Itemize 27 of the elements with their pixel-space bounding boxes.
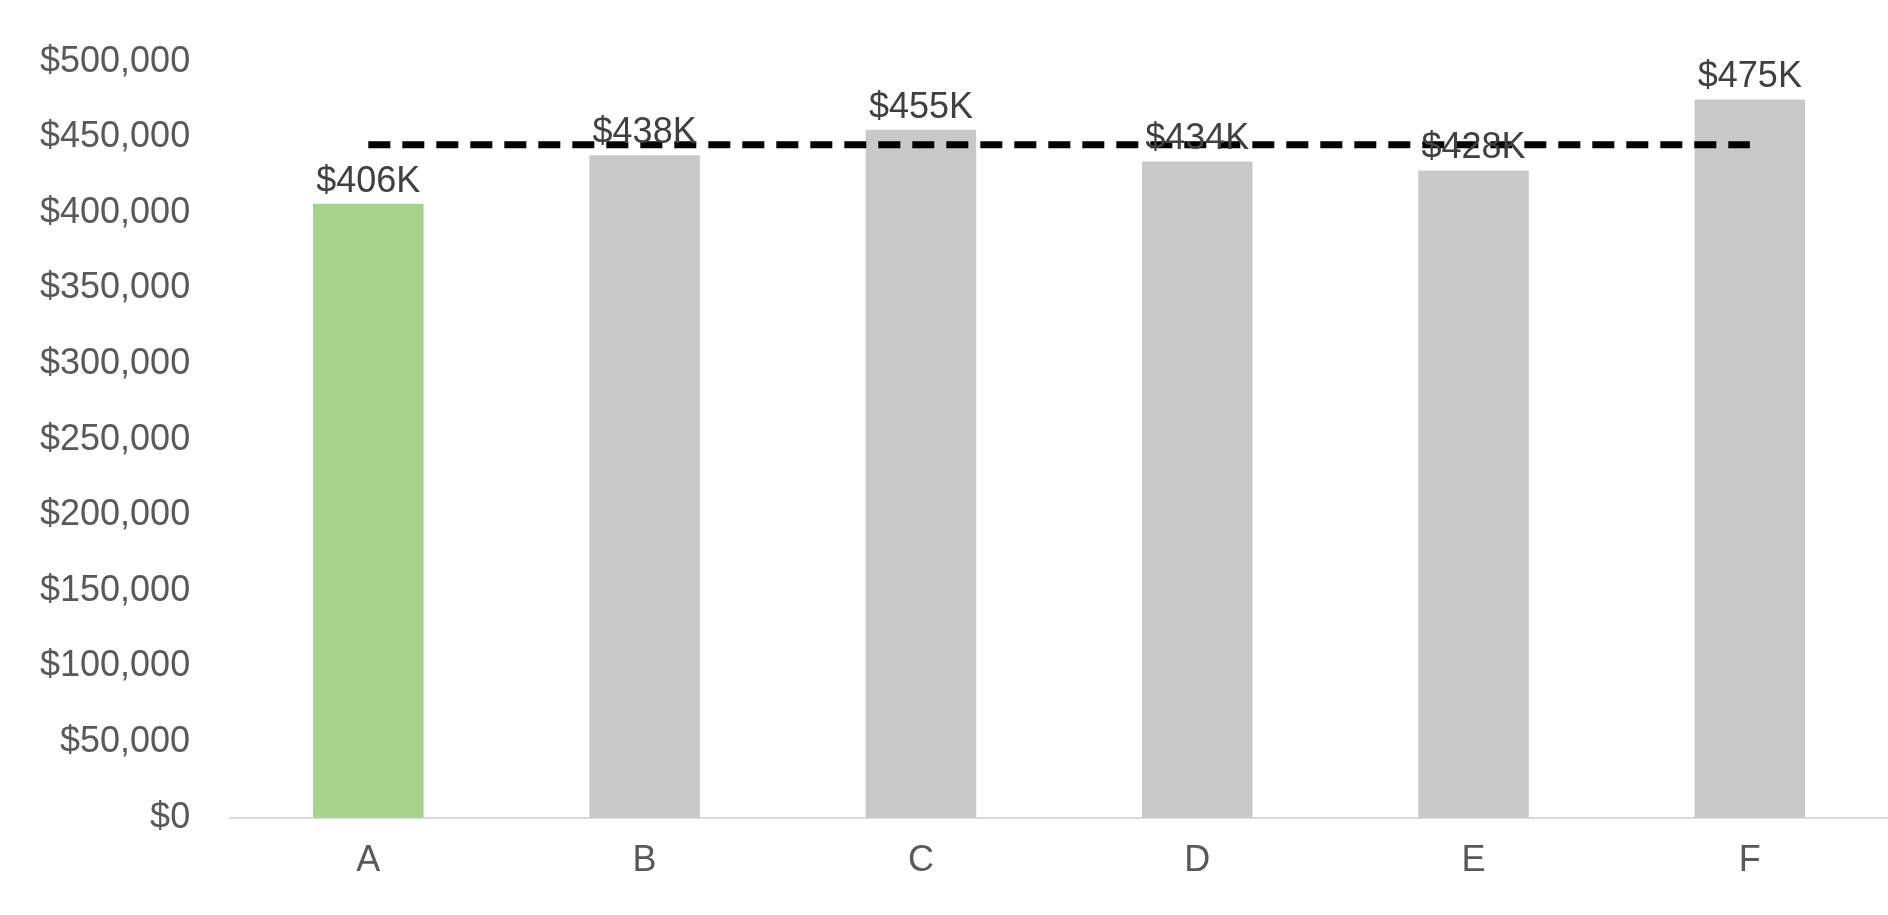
data-label: $438K bbox=[592, 110, 697, 152]
y-tick-label: $0 bbox=[150, 794, 191, 836]
y-tick-label: $500,000 bbox=[40, 38, 191, 80]
y-tick-label: $100,000 bbox=[40, 643, 191, 685]
y-tick-label: $50,000 bbox=[60, 719, 191, 761]
x-tick-label: C bbox=[907, 838, 934, 880]
y-tick-label: $200,000 bbox=[40, 492, 191, 534]
data-label: $475K bbox=[1697, 54, 1802, 96]
y-tick-label: $150,000 bbox=[40, 567, 191, 609]
y-tick-label: $300,000 bbox=[40, 341, 191, 382]
bar bbox=[1418, 170, 1529, 818]
y-tick-label: $250,000 bbox=[40, 416, 191, 458]
x-tick-label: E bbox=[1461, 838, 1486, 880]
x-tick-label: A bbox=[356, 838, 381, 880]
bar bbox=[589, 155, 700, 818]
x-tick-label: F bbox=[1738, 838, 1761, 880]
bar bbox=[1141, 161, 1253, 818]
x-tick-label: B bbox=[632, 838, 657, 880]
bar bbox=[1694, 99, 1806, 818]
x-tick-label: D bbox=[1184, 838, 1211, 880]
bar bbox=[865, 129, 977, 818]
y-tick-label: $450,000 bbox=[40, 114, 191, 156]
data-label: $455K bbox=[868, 84, 973, 126]
y-tick-label: $400,000 bbox=[40, 189, 191, 231]
bar bbox=[313, 203, 424, 818]
data-label: $406K bbox=[316, 158, 421, 200]
y-tick-label: $350,000 bbox=[40, 265, 191, 307]
